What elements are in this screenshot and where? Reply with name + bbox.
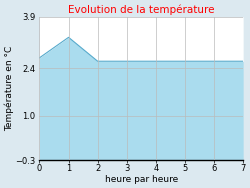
- X-axis label: heure par heure: heure par heure: [105, 175, 178, 184]
- Y-axis label: Température en °C: Température en °C: [4, 46, 14, 131]
- Title: Evolution de la température: Evolution de la température: [68, 4, 214, 15]
